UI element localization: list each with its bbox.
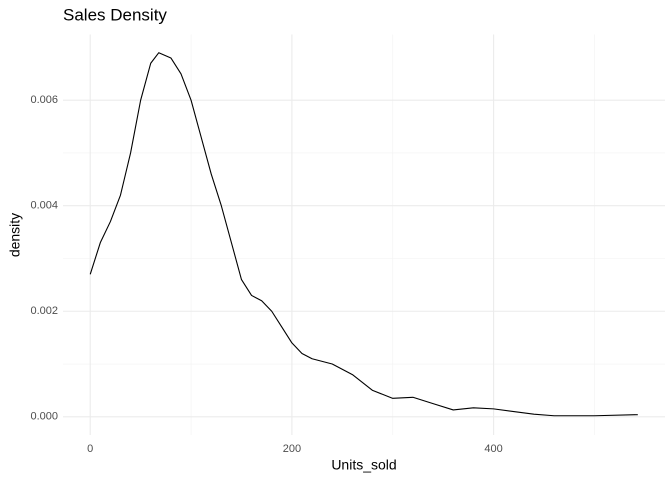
- y-tick-label: 0.000: [30, 411, 58, 423]
- density-line: [89, 52, 638, 417]
- chart-title: Sales Density: [63, 5, 167, 24]
- y-tick-label: 0.006: [30, 94, 58, 106]
- x-axis-title: Units_sold: [331, 457, 396, 473]
- y-tick-label: 0.002: [30, 305, 58, 317]
- y-axis-title: density: [7, 213, 23, 257]
- x-tick-label: 200: [283, 443, 301, 455]
- y-tick-label: 0.004: [30, 200, 58, 212]
- x-tick-label: 400: [484, 443, 502, 455]
- x-tick-label: 0: [87, 443, 93, 455]
